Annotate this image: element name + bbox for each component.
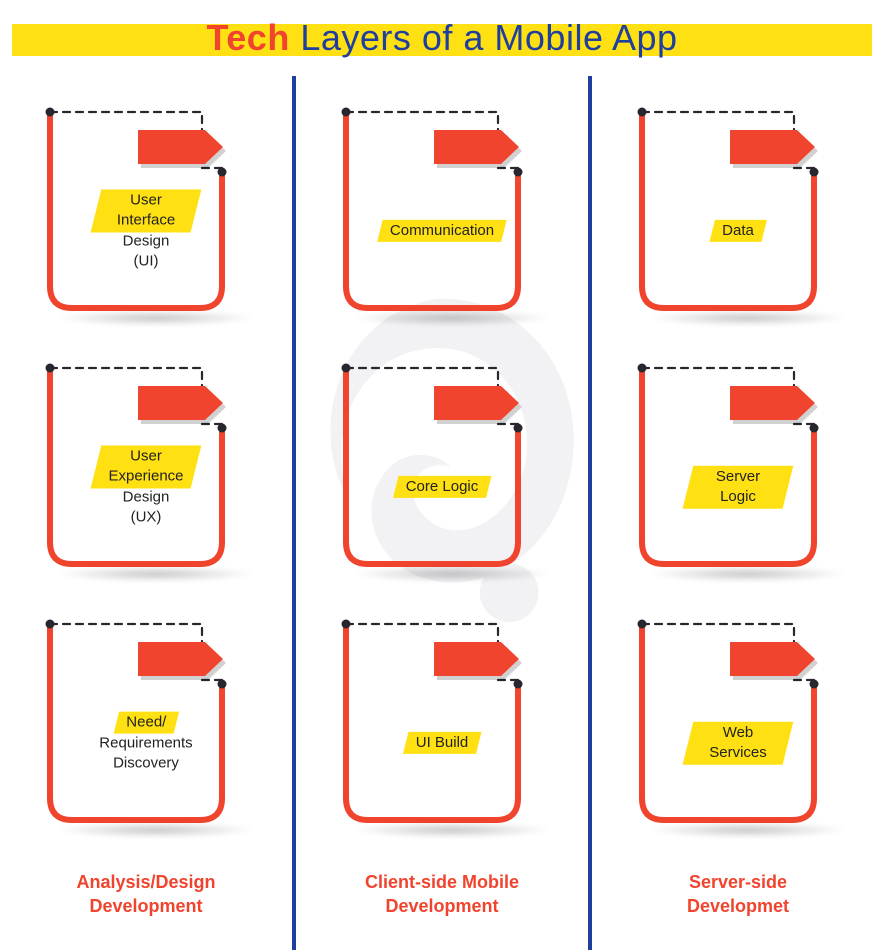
card-shadow [352, 566, 552, 582]
column: User Interface Design (UI) User Experience… [0, 76, 292, 950]
card: Need/Requirements Discovery [46, 614, 246, 852]
card-shadow [352, 310, 552, 326]
card-label-line: Communication [390, 220, 494, 240]
column: Communication Core Logic UI Build Client-… [296, 76, 588, 950]
card-label-line: Design [123, 233, 170, 250]
card-label: User Experience Design (UX) [96, 445, 196, 528]
card-label-line: User Experience [106, 446, 186, 487]
card-label-highlight: User Interface [91, 189, 202, 232]
card-label: User Interface Design (UI) [96, 189, 196, 272]
page-title: Tech Layers of a Mobile App [0, 20, 884, 56]
columns: User Interface Design (UI) User Experience… [0, 76, 884, 950]
column-label: Analysis/Design Development [76, 870, 215, 919]
column-label: Client-side Mobile Development [365, 870, 519, 919]
column-label-line: Development [385, 896, 498, 916]
card-label: Core Logic [396, 475, 489, 497]
card: UI Build [342, 614, 542, 852]
column-label-line: Client-side Mobile [365, 872, 519, 892]
title-rest: Layers of a Mobile App [290, 17, 678, 58]
card-shadow [56, 310, 256, 326]
card-label-line: User Interface [106, 190, 186, 231]
title-tech: Tech [206, 17, 289, 58]
card-label: Server Logic [688, 465, 788, 508]
column: Data Server Logic Web Services Server-sid… [592, 76, 884, 950]
card: Core Logic [342, 358, 542, 596]
card-shadow [648, 310, 848, 326]
card-label-highlight: Communication [377, 219, 507, 241]
card: Web Services [638, 614, 838, 852]
card-label: Communication [380, 219, 504, 241]
card: User Experience Design (UX) [46, 358, 246, 596]
card-label: Data [712, 219, 764, 241]
title-band: Tech Layers of a Mobile App [0, 20, 884, 56]
card: Server Logic [638, 358, 838, 596]
card-label-highlight: UI Build [403, 731, 481, 753]
card: User Interface Design (UI) [46, 102, 246, 340]
card-label-line: (UX) [131, 509, 162, 526]
card-label-highlight: Data [709, 219, 766, 241]
card-label-highlight: Web Services [683, 721, 794, 764]
card-label: UI Build [406, 731, 479, 753]
column-label-line: Server-side [689, 872, 787, 892]
column-label-line: Analysis/Design [76, 872, 215, 892]
card-label-highlight: Need/ [113, 711, 179, 733]
card-shadow [352, 822, 552, 838]
card-label-line: (UI) [134, 253, 159, 270]
card-label-highlight: Core Logic [393, 475, 491, 497]
column-label-line: Development [89, 896, 202, 916]
card-label-line: UI Build [416, 732, 469, 752]
card-label-line: Discovery [113, 755, 179, 772]
card-label-line: Server Logic [698, 466, 778, 507]
card-label-line: Web Services [698, 722, 778, 763]
column-label: Server-side Developmet [687, 870, 789, 919]
card-label-highlight: User Experience [91, 445, 202, 488]
column-label-line: Developmet [687, 896, 789, 916]
card-label-line: Requirements [99, 734, 192, 751]
card-shadow [648, 566, 848, 582]
card-label-highlight: Server Logic [683, 465, 794, 508]
card-label-line: Design [123, 489, 170, 506]
card: Data [638, 102, 838, 340]
card-label: Web Services [688, 721, 788, 764]
card-label-line: Need/ [126, 712, 166, 732]
card-label-line: Data [722, 220, 754, 240]
card: Communication [342, 102, 542, 340]
card-shadow [56, 822, 256, 838]
card-label: Need/Requirements Discovery [99, 711, 192, 774]
card-shadow [648, 822, 848, 838]
card-label-line: Core Logic [406, 476, 479, 496]
card-shadow [56, 566, 256, 582]
